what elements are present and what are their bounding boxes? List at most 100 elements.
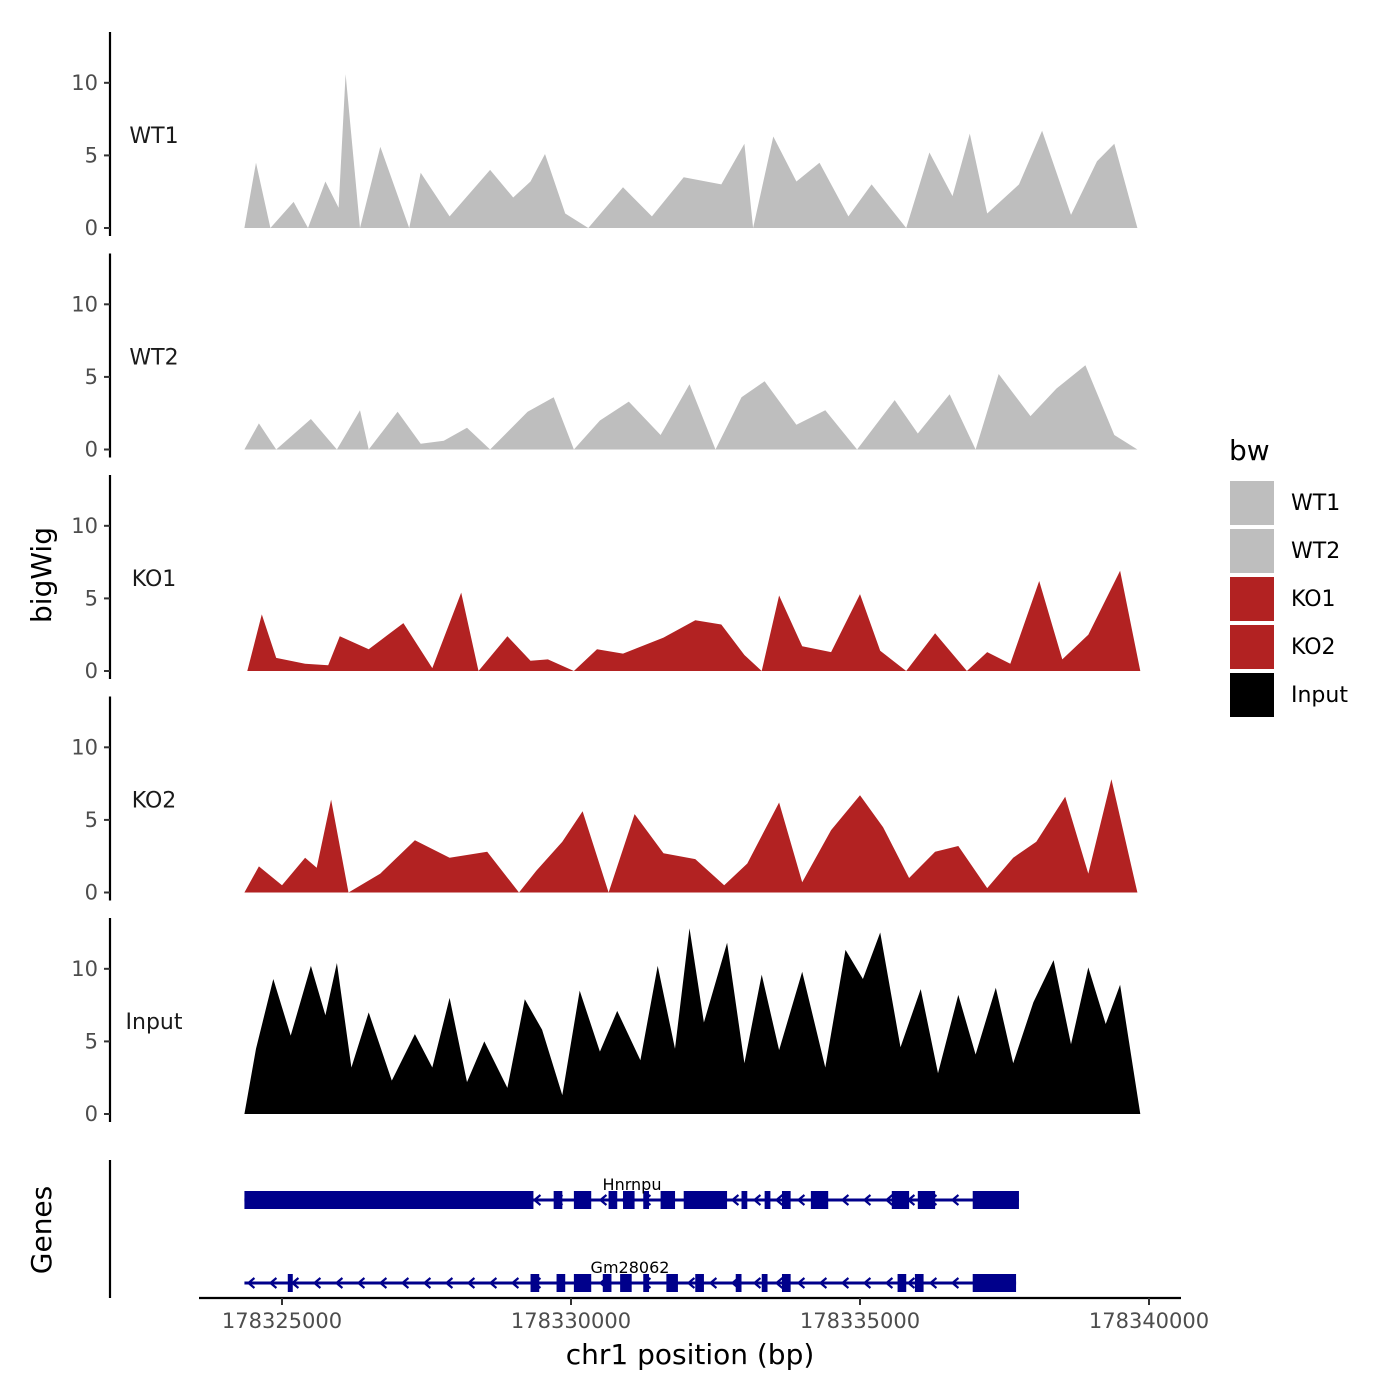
legend-swatch-Input — [1230, 673, 1274, 717]
gene-exon — [602, 1274, 612, 1292]
gene-exon — [643, 1191, 650, 1209]
y-tick-label: 0 — [85, 216, 98, 240]
track-area-KO2 — [244, 779, 1138, 893]
strand-arrow — [422, 1277, 432, 1289]
strand-arrow — [334, 1277, 344, 1289]
gene-exon — [781, 1191, 791, 1209]
legend-label-KO2: KO2 — [1291, 635, 1336, 660]
strand-arrow — [312, 1277, 322, 1289]
y-axis-title: bigWig — [25, 527, 58, 623]
gene-exon — [643, 1274, 650, 1292]
track-KO2: 0 5 10 KO2 — [71, 696, 1138, 905]
strand-arrow — [686, 1277, 696, 1289]
track-Input: 0 5 10 Input — [71, 918, 1141, 1126]
y-tick-label: 5 — [85, 143, 98, 167]
strand-arrow — [532, 1194, 542, 1206]
strand-arrow — [950, 1277, 960, 1289]
strand-arrow — [730, 1194, 740, 1206]
y-tick-label: 0 — [85, 659, 98, 683]
gene-exon — [735, 1274, 742, 1292]
strand-arrow — [752, 1194, 762, 1206]
legend-swatch-WT1 — [1230, 481, 1274, 525]
gene-exon — [244, 1191, 534, 1209]
y-tick-label: 10 — [71, 292, 98, 316]
strand-arrow — [400, 1277, 410, 1289]
strand-arrow — [884, 1194, 894, 1206]
genes-layer: Hnrnpu Gm28062 — [108, 1160, 1019, 1298]
gene-exon — [660, 1191, 676, 1209]
strand-arrow — [796, 1277, 806, 1289]
y-tick-label: 5 — [85, 808, 98, 832]
strand-arrow — [510, 1277, 520, 1289]
strand-arrow — [466, 1277, 476, 1289]
gene-exon — [553, 1191, 563, 1209]
strand-arrow — [774, 1277, 784, 1289]
tracks-layer: 0 5 10 WT1 0 5 10 WT2 0 5 10 KO1 0 5 10 KO2 0 5 10 Input — [71, 32, 1141, 1126]
strand-arrow — [488, 1277, 498, 1289]
strand-arrow — [906, 1277, 916, 1289]
x-tick-label: 178325000 — [222, 1309, 342, 1333]
gene-exon — [666, 1274, 678, 1292]
strand-arrow — [928, 1277, 938, 1289]
gene-exon — [972, 1274, 1017, 1292]
legend: bw WT1 WT2 KO1 KO2 Input — [1229, 434, 1348, 717]
strand-arrow — [378, 1277, 388, 1289]
legend-swatch-KO2 — [1230, 625, 1274, 669]
legend-swatch-WT2 — [1230, 529, 1274, 573]
track-area-KO1 — [247, 570, 1141, 671]
strand-arrow — [840, 1277, 850, 1289]
y-tick-label: 10 — [71, 735, 98, 759]
gene-exon — [573, 1191, 592, 1209]
track-KO1: 0 5 10 KO1 — [71, 475, 1141, 683]
strand-arrow — [796, 1194, 806, 1206]
legend-title: bw — [1229, 434, 1270, 467]
gene-Hnrnpu: Hnrnpu — [244, 1175, 1019, 1209]
gene-exon — [556, 1274, 566, 1292]
track-WT2: 0 5 10 WT2 — [71, 253, 1138, 462]
strand-arrow — [752, 1277, 762, 1289]
x-tick-label: 178330000 — [511, 1309, 631, 1333]
y-tick-label: 0 — [85, 1102, 98, 1126]
gene-exon — [620, 1274, 632, 1292]
gene-exon — [764, 1191, 771, 1209]
legend-label-Input: Input — [1291, 683, 1348, 708]
x-axis: 178325000 178330000 178335000 178340000 — [199, 1296, 1209, 1333]
y-tick-label: 10 — [71, 957, 98, 981]
gene-exon — [761, 1274, 768, 1292]
strand-arrow — [818, 1277, 828, 1289]
legend-label-WT2: WT2 — [1291, 539, 1340, 564]
x-tick-label: 178340000 — [1089, 1309, 1209, 1333]
gene-exon — [573, 1274, 592, 1292]
gene-exon — [695, 1274, 704, 1292]
legend-label-WT1: WT1 — [1291, 491, 1340, 516]
legend-label-KO1: KO1 — [1291, 587, 1336, 612]
track-label-WT1: WT1 — [129, 124, 178, 149]
strand-arrow — [268, 1277, 278, 1289]
strand-arrow — [774, 1194, 784, 1206]
strand-arrow — [444, 1277, 454, 1289]
track-area-Input — [244, 928, 1141, 1114]
track-label-KO2: KO2 — [132, 789, 177, 814]
y-tick-label: 0 — [85, 438, 98, 462]
gene-exon — [917, 1191, 936, 1209]
y-tick-label: 10 — [71, 514, 98, 538]
strand-arrow — [598, 1194, 608, 1206]
strand-arrow — [950, 1194, 960, 1206]
y-tick-label: 5 — [85, 365, 98, 389]
gene-exon — [623, 1191, 635, 1209]
strand-arrow — [708, 1277, 718, 1289]
track-label-Input: Input — [126, 1010, 183, 1035]
gene-Gm28062: Gm28062 — [244, 1258, 1017, 1292]
strand-arrow — [840, 1194, 850, 1206]
gene-exon — [741, 1191, 748, 1209]
x-tick-label: 178335000 — [800, 1309, 920, 1333]
gene-label-Hnrnpu: Hnrnpu — [603, 1175, 662, 1194]
y-tick-label: 5 — [85, 1029, 98, 1053]
gene-exon — [287, 1274, 293, 1292]
strand-arrow — [862, 1194, 872, 1206]
strand-arrow — [356, 1277, 366, 1289]
gene-label-Gm28062: Gm28062 — [591, 1258, 670, 1277]
strand-arrow — [884, 1277, 894, 1289]
gene-exon — [608, 1191, 618, 1209]
